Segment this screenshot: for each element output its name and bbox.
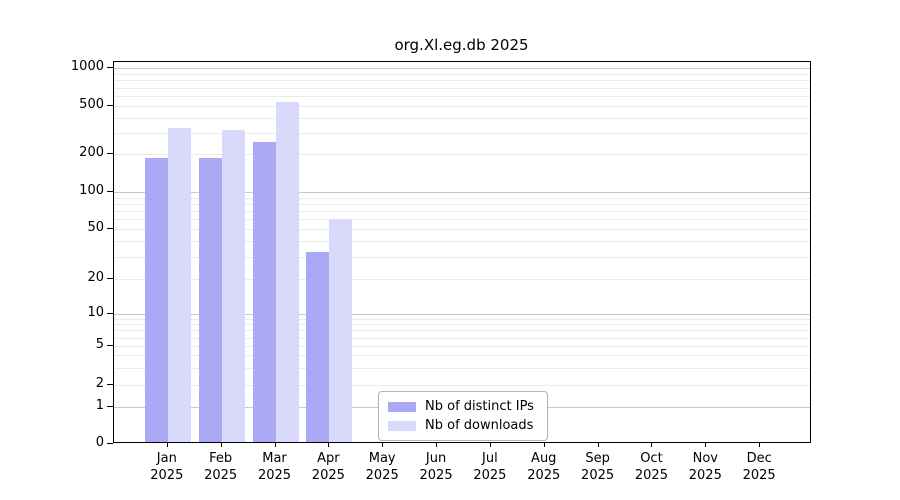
gridline-minor xyxy=(114,106,810,107)
bar-distinct-ips-mar xyxy=(252,142,276,442)
x-tick-mark xyxy=(489,443,491,447)
y-tick-label-20: 20 xyxy=(87,270,104,285)
gridline-minor xyxy=(114,73,810,75)
distinct-ips-swatch-icon xyxy=(388,401,416,412)
y-tick-mark xyxy=(107,105,113,106)
gridline-minor xyxy=(114,229,810,230)
gridline-minor xyxy=(114,355,810,357)
x-tick-label-sep: Sep 2025 xyxy=(581,451,615,483)
plot-area xyxy=(113,61,811,443)
gridline-minor xyxy=(114,117,810,119)
y-tick-mark xyxy=(107,406,113,407)
y-tick-mark xyxy=(107,153,113,154)
x-tick-mark xyxy=(274,443,276,447)
legend-label: Nb of distinct IPs xyxy=(425,399,534,414)
x-tick-label-mar: Mar 2025 xyxy=(257,451,292,483)
y-tick-mark xyxy=(107,443,113,444)
y-tick-label-2: 2 xyxy=(95,376,104,391)
chart-title: org.Xl.eg.db 2025 xyxy=(394,36,529,54)
x-tick-label-may: May 2025 xyxy=(365,451,399,483)
x-tick-mark xyxy=(166,443,168,447)
gridline-minor xyxy=(114,279,810,280)
bar-downloads-apr xyxy=(329,219,353,442)
y-tick-label-500: 500 xyxy=(79,97,104,112)
gridline-major xyxy=(114,314,810,315)
gridline-minor xyxy=(114,219,810,221)
x-tick-label-jan: Jan 2025 xyxy=(150,451,184,483)
y-tick-label-5: 5 xyxy=(95,337,104,352)
gridline-minor xyxy=(114,87,810,89)
y-tick-label-200: 200 xyxy=(79,145,104,160)
y-tick-mark xyxy=(107,228,113,229)
x-tick-label-oct: Oct 2025 xyxy=(634,451,668,483)
gridline-minor xyxy=(114,324,810,326)
y-tick-label-10: 10 xyxy=(87,305,104,320)
gridline-minor xyxy=(114,385,810,386)
gridline-major xyxy=(114,68,810,69)
bar-distinct-ips-apr xyxy=(306,251,330,442)
bar-downloads-mar xyxy=(275,101,299,442)
gridline-minor xyxy=(114,256,810,258)
gridline-minor xyxy=(114,203,810,205)
x-tick-label-jul: Jul 2025 xyxy=(473,451,507,483)
y-tick-label-100: 100 xyxy=(79,183,104,198)
x-tick-label-apr: Apr 2025 xyxy=(311,451,345,483)
legend-label: Nb of downloads xyxy=(425,418,534,433)
x-tick-mark xyxy=(597,443,599,447)
legend-item-distinct-ips: Nb of distinct IPs xyxy=(388,399,538,414)
gridline-minor xyxy=(114,346,810,347)
y-tick-mark xyxy=(107,345,113,346)
x-tick-label-nov: Nov 2025 xyxy=(688,451,722,483)
gridline-minor xyxy=(114,154,810,155)
gridline-minor xyxy=(114,211,810,213)
x-tick-mark xyxy=(220,443,222,447)
bar-downloads-feb xyxy=(221,130,245,442)
x-tick-mark xyxy=(436,443,438,447)
x-tick-label-jun: Jun 2025 xyxy=(419,451,453,483)
x-tick-label-feb: Feb 2025 xyxy=(204,451,238,483)
x-tick-label-aug: Aug 2025 xyxy=(527,451,561,483)
gridline-minor xyxy=(114,241,810,243)
x-tick-mark xyxy=(543,443,545,447)
y-tick-label-1000: 1000 xyxy=(70,59,104,74)
y-tick-mark xyxy=(107,384,113,385)
gridline-minor xyxy=(114,80,810,82)
x-tick-mark xyxy=(651,443,653,447)
y-tick-mark xyxy=(107,191,113,192)
gridline-minor xyxy=(114,330,810,332)
y-tick-label-0: 0 xyxy=(95,435,104,450)
gridline-minor xyxy=(114,197,810,199)
bar-distinct-ips-feb xyxy=(198,158,222,442)
x-tick-mark xyxy=(759,443,761,447)
x-tick-label-dec: Dec 2025 xyxy=(742,451,776,483)
gridline-minor xyxy=(114,132,810,134)
y-tick-mark xyxy=(107,313,113,314)
x-tick-mark xyxy=(328,443,330,447)
gridline-minor xyxy=(114,96,810,97)
y-tick-label-50: 50 xyxy=(87,220,104,235)
gridline-minor xyxy=(114,337,810,339)
gridline-major xyxy=(114,192,810,193)
legend: Nb of distinct IPs Nb of downloads xyxy=(378,391,548,441)
bar-downloads-jan xyxy=(167,127,191,442)
bar-distinct-ips-jan xyxy=(144,158,168,442)
legend-item-downloads: Nb of downloads xyxy=(388,418,538,433)
y-tick-mark xyxy=(107,278,113,279)
y-tick-label-1: 1 xyxy=(95,398,104,413)
y-tick-mark xyxy=(107,67,113,68)
gridline-minor xyxy=(114,318,810,320)
x-tick-mark xyxy=(382,443,384,447)
x-tick-mark xyxy=(705,443,707,447)
gridline-minor xyxy=(114,367,810,369)
downloads-swatch-icon xyxy=(388,420,416,431)
